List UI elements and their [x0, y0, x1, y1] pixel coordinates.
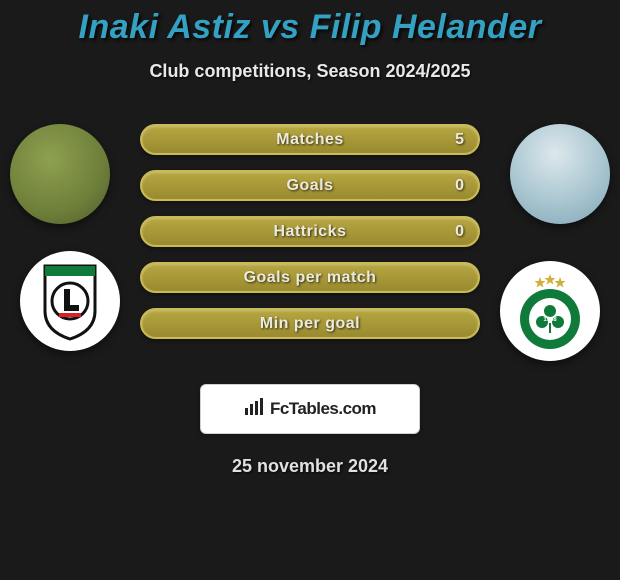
stat-label: Min per goal	[260, 315, 360, 333]
stat-value: 0	[455, 223, 464, 241]
club-right-crest: 1948	[500, 261, 600, 361]
stat-value: 5	[455, 131, 464, 149]
stat-row-goals: Goals 0	[140, 170, 480, 201]
stat-label: Goals per match	[244, 269, 377, 287]
page-subtitle: Club competitions, Season 2024/2025	[0, 61, 620, 82]
stat-label: Hattricks	[274, 223, 347, 241]
legia-icon	[35, 261, 105, 341]
stat-label: Matches	[276, 131, 344, 149]
stat-bars: Matches 5 Goals 0 Hattricks 0 Goals per …	[140, 124, 480, 339]
branding-badge: FcTables.com	[200, 384, 420, 434]
stat-row-goals-per-match: Goals per match	[140, 262, 480, 293]
stat-row-matches: Matches 5	[140, 124, 480, 155]
page-title: Inaki Astiz vs Filip Helander	[0, 8, 620, 47]
player-right-avatar	[510, 124, 610, 224]
stat-value: 0	[455, 177, 464, 195]
stars	[535, 274, 566, 288]
chart-bars-icon	[244, 398, 264, 421]
root-container: Inaki Astiz vs Filip Helander Club compe…	[0, 0, 620, 477]
club-left-crest	[20, 251, 120, 351]
player-left-avatar	[10, 124, 110, 224]
stat-row-hattricks: Hattricks 0	[140, 216, 480, 247]
stats-area: 1948 Matches 5 Goals 0 Hattricks 0 Goals…	[0, 124, 620, 364]
branding-text: FcTables.com	[270, 399, 376, 419]
stat-label: Goals	[287, 177, 334, 195]
footer-date: 25 november 2024	[0, 456, 620, 477]
omonoia-icon: 1948	[510, 271, 590, 351]
crest-year: 1948	[543, 317, 557, 323]
stat-row-min-per-goal: Min per goal	[140, 308, 480, 339]
